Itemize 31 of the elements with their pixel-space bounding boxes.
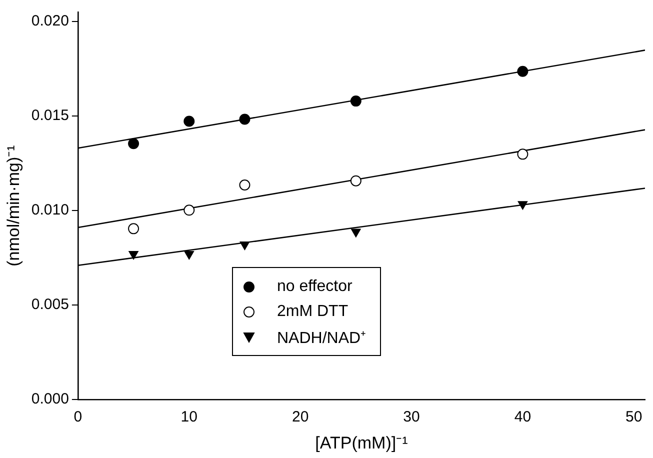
x-tick-label: 10 [180,408,198,426]
point [239,180,250,190]
x-tick-label: 20 [292,408,309,426]
y-axis-title: (nmol/min·mg)⁻¹ [4,144,23,266]
legend-label: NADH/NAD⁺ [277,328,366,348]
y-tick-label: 0.005 [31,296,69,314]
point [518,201,528,210]
x-tick-label: 40 [514,408,532,426]
x-tick-label: 0 [74,408,82,426]
point [128,138,140,150]
point [517,148,528,160]
y-tick-label: 0.015 [31,107,69,124]
point [128,251,138,260]
y-tick-label: 0.020 [31,12,69,30]
legend-label: no effector [277,278,352,296]
x-tick-label: 30 [403,408,420,426]
point [239,114,250,125]
point [184,204,195,216]
x-axis-title: [ATP(mM)]⁻¹ [315,433,408,452]
point [351,228,361,238]
y-tick-label: 0.010 [31,202,69,219]
x-tick-label: 50 [626,408,642,426]
point [240,242,250,250]
y-tick-label: 0.000 [31,390,69,408]
legend-label: 2mM DTT [277,302,348,320]
point [517,66,528,77]
point [128,223,140,234]
point [184,116,195,127]
point [350,96,362,107]
point [184,251,194,260]
point [350,175,362,186]
